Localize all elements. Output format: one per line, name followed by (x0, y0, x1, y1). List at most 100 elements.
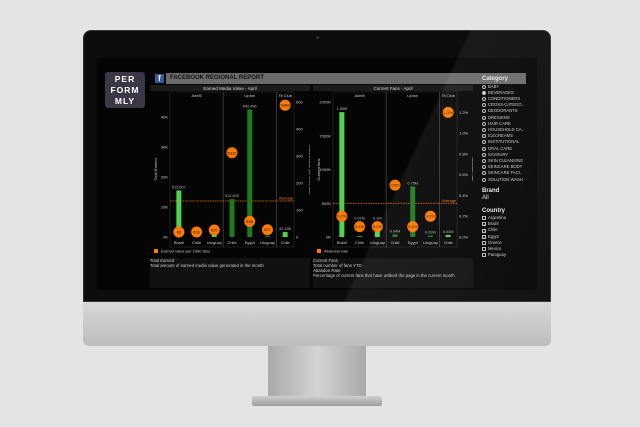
category-option-label: SAVOURY (488, 151, 509, 157)
country-option[interactable]: Greece (482, 240, 537, 246)
x-tick-label: Chile (444, 240, 454, 245)
radio-icon[interactable] (482, 165, 486, 170)
category-option[interactable]: SKINCARE FACI.. (482, 170, 537, 176)
radio-icon[interactable] (482, 146, 486, 151)
x-tick-label: Chile (227, 240, 237, 245)
y2-tick-label: 100 (296, 208, 303, 213)
category-option[interactable]: ICECREAMS (482, 133, 537, 139)
bar-label: €15,507 (172, 185, 186, 189)
y2-tick-label: 1.2% (459, 110, 469, 115)
radio-icon[interactable] (482, 103, 486, 108)
circle-label: 0.1% (373, 224, 383, 229)
y2-tick-label: 400 (296, 127, 303, 132)
bar-label: 0.75M (407, 181, 418, 185)
checkbox-icon[interactable]: ✓ (482, 222, 487, 228)
y-tick-label: 40K (161, 115, 168, 120)
checkbox-icon[interactable] (482, 216, 486, 221)
country-option-label: Chile (488, 227, 498, 233)
radio-icon[interactable] (482, 115, 486, 120)
category-option[interactable]: SKIN CLEANSING (482, 158, 537, 164)
checkbox-icon[interactable]: ✓ (482, 234, 487, 240)
brand-value[interactable]: All (482, 195, 489, 201)
radio-icon[interactable] (482, 90, 486, 95)
radio-icon[interactable] (482, 171, 486, 176)
category-option[interactable]: HOUSEHOLD CA.. (482, 127, 537, 133)
circle-label: 0.2% (426, 214, 436, 219)
category-option-label: CONDITIONERS (488, 95, 521, 101)
brand-label: Brand (482, 187, 500, 194)
monitor-base (252, 396, 382, 406)
radio-icon[interactable] (482, 152, 486, 157)
category-option[interactable]: CONDITIONERS (482, 96, 537, 102)
radio-icon[interactable] (482, 159, 486, 164)
country-option[interactable]: Mexico (482, 246, 537, 252)
y2-tick-label: 1.0% (459, 131, 469, 136)
bar-label: €1,636 (279, 227, 291, 231)
country-option[interactable]: ✓ Chile (482, 227, 537, 233)
country-option[interactable]: Argentina (482, 215, 537, 221)
x-tick-label: Egypt (245, 240, 256, 245)
bar (339, 112, 345, 237)
radio-icon[interactable] (482, 97, 486, 101)
category-option[interactable]: ORAL CARE (482, 146, 537, 152)
bar-label: €12,620 (225, 194, 239, 198)
y-tick-label: 500K (322, 201, 332, 206)
checkbox-icon[interactable] (482, 247, 486, 252)
category-option[interactable]: CROSS-CATEGO.. (482, 102, 537, 108)
y-tick-label: 0K (326, 235, 331, 240)
legend-label: Earned value per 1000 fans (161, 249, 210, 254)
bar (247, 109, 253, 237)
category-option[interactable]: INSTITUTIONAL (482, 139, 537, 145)
bar-label: 0.03M (443, 230, 454, 234)
circle-label: €8 (177, 230, 182, 235)
radio-icon[interactable] (482, 109, 486, 114)
bar-label: 0.04M (390, 229, 401, 233)
country-option[interactable]: ✓ Egypt (482, 234, 537, 240)
bar-label: €42,496 (243, 105, 257, 109)
circle-label: €16 (193, 230, 200, 235)
y2-axis-label: Abandon rate (471, 157, 473, 182)
category-option[interactable]: SAVOURY (482, 152, 537, 158)
bar-label: 0.02M (425, 231, 436, 235)
category-option-label: DEODORANTS (488, 108, 518, 114)
radio-icon[interactable] (482, 140, 486, 145)
category-option-label: CROSS-CATEGO.. (488, 102, 524, 108)
country-list: Argentina ✓ Brazil ✓ Chile ✓ Egypt Greece Mexico… (482, 215, 537, 258)
circle-label: €312 (228, 150, 238, 155)
category-option-label: DRESSING (488, 114, 510, 120)
radio-icon[interactable] (482, 84, 486, 89)
y2-tick-label: 300 (296, 154, 303, 159)
radio-icon[interactable] (482, 134, 486, 139)
circle-label: €488 (281, 103, 291, 108)
radio-icon[interactable] (482, 128, 486, 133)
group-label: Adel5 (354, 93, 365, 98)
rate-circle (389, 179, 401, 191)
radio-icon[interactable] (482, 121, 486, 126)
checkbox-icon[interactable] (482, 240, 486, 245)
chart-title: Current Fans - April (373, 86, 412, 91)
circle-label: 0.4% (408, 224, 418, 229)
current-fans-chart: Current Fans - April Adel5 Lipton Tit Club 0… (313, 85, 473, 254)
category-option[interactable]: DRESSING (482, 115, 537, 121)
group-label: Tit Club (278, 93, 292, 98)
x-tick-label: Uruguay (260, 240, 275, 245)
category-option-label: BEVERAGES (488, 89, 514, 95)
bar (445, 234, 451, 237)
notes-left: Total Earned Total amount of earned medi… (150, 258, 310, 288)
category-option[interactable]: BEVERAGES (482, 90, 537, 96)
checkbox-icon[interactable]: ✓ (482, 228, 487, 234)
category-option[interactable]: BABY (482, 84, 537, 90)
checkbox-icon[interactable] (482, 253, 486, 258)
category-option[interactable]: HAIR CARE (482, 121, 537, 127)
category-option[interactable]: DEODORANTS (482, 108, 537, 114)
category-option[interactable]: SOLUTION WASH (482, 177, 537, 183)
country-option[interactable]: ✓ Brazil (482, 221, 537, 227)
legend-label: Abandon rate (324, 249, 349, 254)
category-option[interactable]: SKINCARE BODY (482, 164, 537, 170)
y-axis-label: Current fans (316, 158, 321, 180)
y-tick-label: 1000K (319, 167, 331, 172)
report-title: FACEBOOK REGIONAL REPORT (166, 73, 526, 84)
radio-icon[interactable] (482, 177, 486, 182)
country-option[interactable]: Paraguay (482, 252, 537, 258)
plot-frame (332, 91, 458, 248)
